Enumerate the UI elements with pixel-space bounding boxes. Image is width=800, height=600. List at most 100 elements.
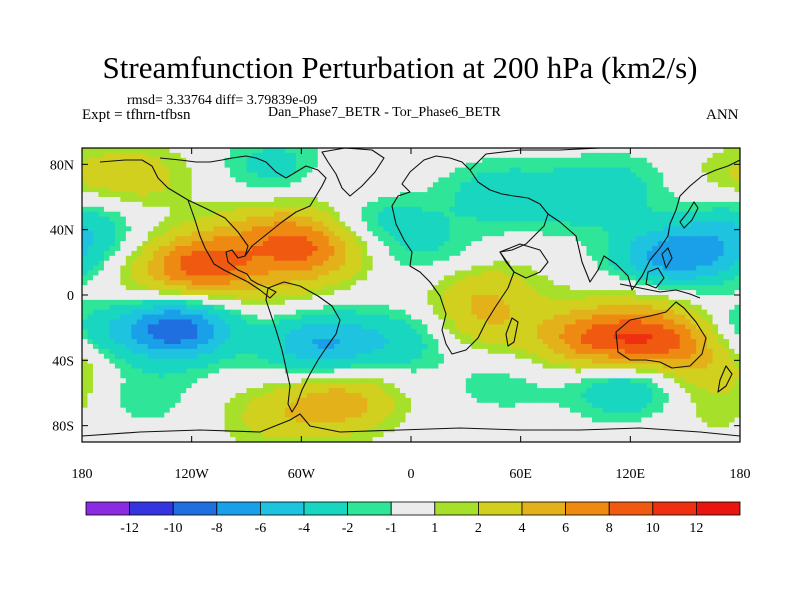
field-cell	[421, 221, 429, 227]
field-cell	[312, 187, 319, 193]
field-cell	[164, 162, 171, 169]
field-cell	[509, 324, 516, 330]
field-cell	[312, 339, 319, 345]
field-cell	[306, 260, 313, 267]
field-cell	[580, 324, 588, 330]
field-cell	[136, 304, 143, 311]
field-cell	[734, 211, 740, 218]
field-cell	[679, 255, 686, 262]
field-cell	[224, 246, 231, 252]
field-cell	[334, 255, 341, 262]
field-cell	[646, 275, 653, 281]
field-cell	[520, 192, 527, 198]
field-cell	[295, 241, 302, 247]
field-cell	[301, 255, 308, 262]
field-cell	[197, 157, 204, 164]
field-cell	[432, 221, 440, 227]
field-cell	[405, 319, 412, 325]
field-cell	[82, 290, 89, 296]
field-cell	[273, 250, 280, 257]
field-cell	[734, 334, 740, 340]
field-cell	[531, 304, 538, 311]
field-cell	[273, 201, 280, 208]
field-cell	[295, 285, 302, 291]
field-cell	[246, 348, 253, 355]
field-cell	[230, 206, 237, 213]
field-cell	[131, 260, 138, 267]
field-cell	[328, 280, 335, 286]
field-cell	[317, 339, 324, 345]
field-cell	[92, 187, 100, 193]
field-cell	[608, 231, 615, 237]
field-cell	[125, 192, 132, 198]
field-cell	[685, 226, 692, 232]
field-cell	[389, 162, 396, 169]
field-cell	[273, 299, 280, 306]
field-cell	[729, 265, 736, 272]
field-cell	[608, 329, 615, 335]
field-cell	[498, 157, 505, 164]
field-cell	[570, 226, 577, 232]
field-cell	[591, 206, 599, 213]
field-cell	[427, 192, 434, 198]
field-cell	[224, 265, 231, 272]
field-cell	[542, 167, 549, 174]
field-cell	[372, 157, 379, 164]
field-cell	[443, 290, 450, 296]
field-cell	[92, 250, 100, 257]
field-cell	[136, 324, 143, 330]
field-cell	[186, 309, 193, 316]
field-cell	[553, 162, 560, 169]
field-cell	[559, 265, 566, 272]
field-cell	[394, 241, 401, 247]
field-cell	[361, 324, 368, 330]
field-cell	[191, 162, 198, 169]
field-cell	[449, 197, 456, 203]
field-cell	[312, 216, 319, 223]
field-cell	[443, 280, 450, 286]
field-cell	[613, 206, 620, 213]
field-cell	[251, 295, 259, 301]
field-cell	[279, 201, 286, 208]
field-cell	[597, 216, 604, 223]
field-cell	[136, 329, 143, 335]
field-cell	[191, 177, 198, 183]
field-cell	[537, 250, 544, 257]
field-cell	[394, 211, 401, 218]
field-cell	[251, 192, 259, 198]
field-cell	[180, 172, 187, 178]
field-cell	[707, 329, 714, 335]
field-cell	[334, 334, 341, 340]
field-cell	[416, 221, 423, 227]
field-cell	[120, 255, 127, 262]
field-cell	[613, 201, 620, 208]
field-cell	[427, 241, 434, 247]
field-cell	[416, 324, 423, 330]
field-cell	[734, 255, 740, 262]
field-cell	[443, 187, 450, 193]
field-cell	[257, 290, 264, 296]
field-cell	[361, 192, 368, 198]
field-cell	[208, 270, 215, 276]
field-cell	[537, 236, 544, 242]
field-cell	[109, 265, 116, 272]
field-cell	[619, 148, 626, 154]
field-cell	[334, 236, 341, 242]
field-cell	[295, 344, 302, 350]
field-cell	[142, 265, 149, 272]
field-cell	[542, 309, 549, 316]
field-cell	[454, 246, 461, 252]
field-cell	[279, 260, 286, 267]
field-cell	[284, 162, 291, 169]
field-cell	[180, 246, 187, 252]
field-cell	[125, 285, 132, 291]
field-cell	[597, 241, 604, 247]
field-cell	[131, 182, 138, 188]
field-cell	[98, 197, 105, 203]
field-cell	[411, 167, 418, 174]
field-cell	[421, 172, 429, 178]
field-cell	[723, 226, 730, 232]
field-cell	[136, 236, 143, 242]
field-cell	[652, 246, 659, 252]
field-cell	[136, 246, 143, 252]
